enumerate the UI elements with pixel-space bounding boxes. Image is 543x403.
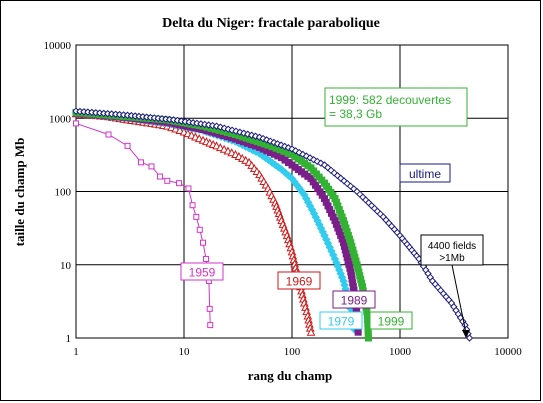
annotation-frame	[324, 87, 468, 127]
chart-title: Delta du Niger: fractale parabolique	[162, 16, 380, 31]
annotation-box: ultime	[399, 163, 451, 183]
data-point	[306, 327, 316, 336]
x-tick-label: 10000	[494, 346, 522, 358]
annotation-box: 1989	[332, 290, 376, 309]
annotation-arrow	[451, 264, 467, 334]
annotations: 1999: 582 decouvertes= 38,3 Gb ultime 4400…	[180, 87, 484, 338]
annotation-box: 1959	[180, 262, 224, 281]
annotation-text: 1989	[341, 294, 368, 308]
data-point	[216, 123, 225, 131]
data-point	[189, 202, 196, 209]
x-tick-label: 100	[284, 346, 301, 358]
x-axis-label: rang du champ	[248, 368, 333, 383]
annotation-text: 4400 fields	[428, 241, 476, 252]
data-point	[171, 124, 180, 133]
y-tick-label: 1	[66, 333, 72, 345]
data-point	[207, 322, 214, 329]
annotation-frame	[399, 163, 451, 183]
annotation-arrowhead	[462, 330, 470, 338]
annotation-frame	[369, 311, 413, 330]
data-point	[354, 328, 362, 336]
tick-labels: 1 10 100 1000 10000 1 10 100 1000 10000	[44, 40, 523, 358]
series-layer	[71, 107, 474, 342]
data-point	[200, 239, 207, 246]
data-point	[105, 131, 112, 138]
data-point	[73, 120, 79, 127]
data-point	[138, 159, 145, 166]
x-tick-label: 10	[179, 346, 191, 358]
annotation-box: 1969	[277, 271, 321, 290]
y-tick-label: 100	[55, 187, 72, 199]
x-tick-label: 1	[73, 346, 79, 358]
annotation-box: 1999: 582 decouvertes= 38,3 Gb	[324, 87, 468, 127]
annotation-text: >1Mb	[439, 253, 465, 264]
annotation-frame	[319, 311, 363, 330]
data-point	[164, 177, 171, 184]
annotation-text: 1999: 582 decouvertes	[329, 93, 451, 107]
annotation-text: = 38,3 Gb	[329, 107, 382, 121]
data-point	[193, 213, 200, 220]
annotation-text: 1979	[328, 315, 355, 329]
data-point	[364, 334, 372, 342]
data-point	[124, 142, 131, 149]
annotation-frame	[332, 290, 376, 309]
data-point	[176, 180, 183, 187]
annotation-text: 1959	[189, 266, 216, 280]
annotation-frame	[420, 234, 484, 266]
annotation-frame	[277, 271, 321, 290]
annotation-box: 1979	[319, 311, 363, 330]
x-tick-label: 1000	[389, 346, 412, 358]
annotation-text: 1969	[286, 275, 313, 289]
annotation-text: 1999	[378, 315, 405, 329]
data-point	[251, 132, 260, 140]
y-tick-label: 10000	[44, 40, 72, 52]
annotation-box: 1999	[369, 311, 413, 330]
data-point	[157, 173, 164, 180]
y-axis-label: taille du champ Mb	[12, 138, 27, 247]
data-point	[465, 334, 474, 342]
annotation-frame	[180, 262, 224, 281]
data-point	[148, 163, 155, 170]
data-point	[206, 305, 213, 312]
data-point	[175, 125, 185, 135]
annotation-box: 4400 fields>1Mb	[420, 234, 484, 266]
series-ultime	[72, 107, 474, 342]
y-tick-label: 10	[60, 260, 72, 272]
data-point	[203, 255, 210, 262]
annotation-text: ultime	[409, 167, 441, 181]
y-tick-label: 1000	[49, 113, 72, 125]
data-point	[185, 185, 192, 192]
data-point	[196, 226, 203, 233]
